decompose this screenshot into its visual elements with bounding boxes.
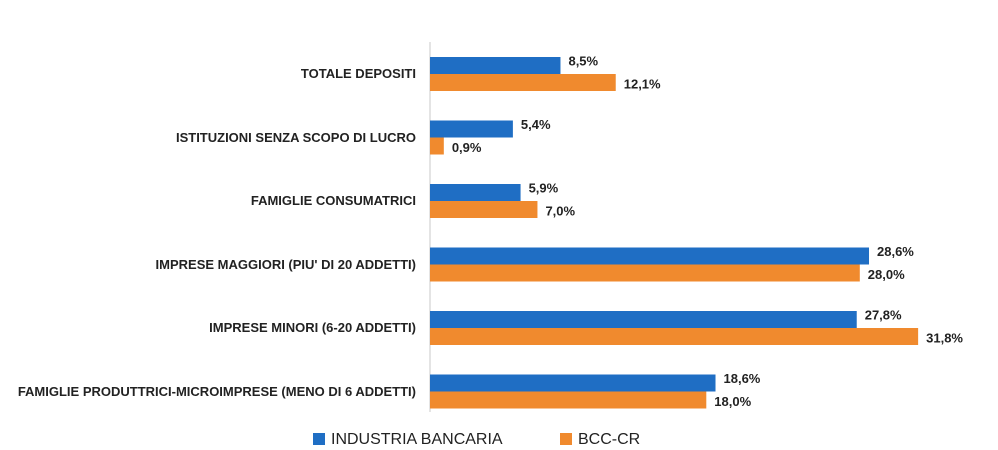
bar bbox=[430, 391, 707, 409]
bar bbox=[430, 74, 616, 91]
value-label: 12,1% bbox=[624, 76, 661, 91]
value-label: 31,8% bbox=[926, 330, 963, 345]
value-label: 0,9% bbox=[452, 140, 482, 155]
bar bbox=[430, 311, 857, 328]
category-label: ISTITUZIONI SENZA SCOPO DI LUCRO bbox=[175, 129, 416, 145]
bar bbox=[430, 264, 860, 282]
value-label: 18,6% bbox=[724, 371, 761, 386]
legend-swatch bbox=[560, 433, 572, 445]
value-label: 7,0% bbox=[545, 203, 575, 218]
value-label: 18,0% bbox=[714, 394, 751, 409]
bar bbox=[430, 328, 919, 345]
bar bbox=[430, 184, 521, 201]
value-label: 27,8% bbox=[865, 307, 902, 322]
bar bbox=[430, 247, 870, 265]
legend-swatch bbox=[313, 433, 325, 445]
category-label: FAMIGLIE CONSUMATRICI bbox=[250, 193, 416, 208]
value-label: 5,4% bbox=[521, 117, 551, 132]
bar bbox=[430, 120, 513, 138]
category-label: IMPRESE MAGGIORI (PIU' DI 20 ADDETTI) bbox=[155, 256, 416, 272]
category-label: TOTALE DEPOSITI bbox=[300, 66, 416, 81]
value-label: 28,6% bbox=[877, 244, 914, 259]
bar bbox=[430, 201, 538, 218]
value-label: 5,9% bbox=[529, 180, 559, 195]
legend-label: BCC-CR bbox=[578, 431, 640, 448]
bar bbox=[430, 374, 716, 392]
value-label: 28,0% bbox=[868, 267, 905, 282]
bar bbox=[430, 137, 444, 155]
category-label: FAMIGLIE PRODUTTRICI-MICROIMPRESE (MENO … bbox=[17, 383, 416, 399]
legend-label: INDUSTRIA BANCARIA bbox=[331, 431, 503, 448]
category-label: IMPRESE MINORI (6-20 ADDETTI) bbox=[209, 320, 416, 335]
value-label: 8,5% bbox=[568, 53, 598, 68]
bar bbox=[430, 57, 561, 74]
